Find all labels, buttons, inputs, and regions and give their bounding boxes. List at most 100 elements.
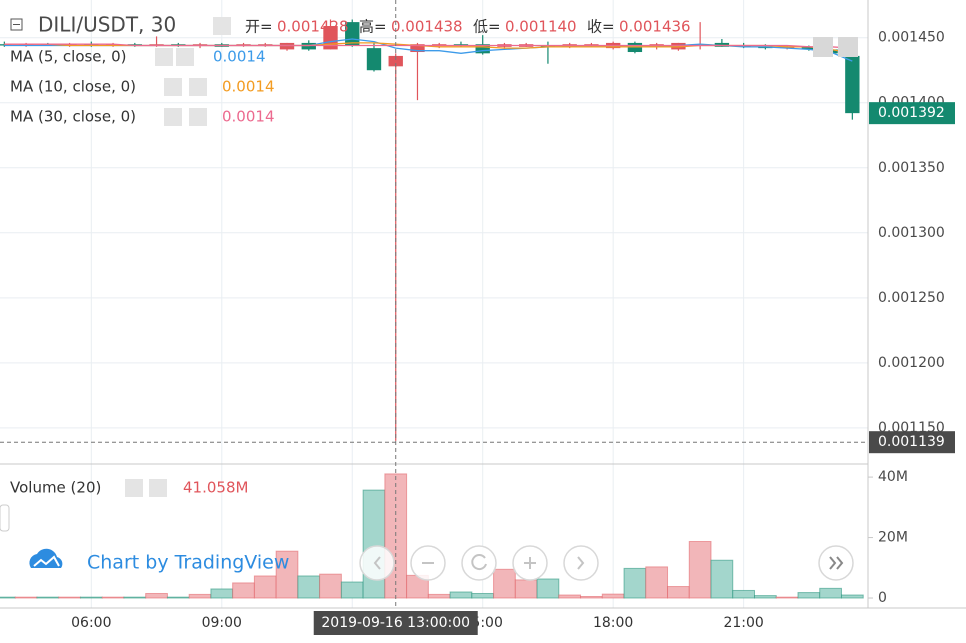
y-tick-label: 0 <box>878 590 887 606</box>
legend-label: MA (30, close, 0) <box>10 108 136 126</box>
x-tick-label: 09:00 <box>202 615 242 631</box>
volume-bar <box>36 596 60 599</box>
reset-icon <box>471 554 487 571</box>
settings-icon[interactable] <box>125 479 143 497</box>
x-tick-label: 21:00 <box>723 615 763 631</box>
volume-bar <box>819 587 842 599</box>
x-tick-label: 18:00 <box>593 615 633 631</box>
remove-icon[interactable] <box>189 78 207 96</box>
candle-body <box>366 48 382 71</box>
collapse-icon[interactable] <box>10 18 23 31</box>
volume-bar <box>253 575 277 599</box>
volume-bar <box>362 489 386 599</box>
y-tick-label: 0.001350 <box>878 160 945 176</box>
volume-bar <box>710 559 734 599</box>
volume-bar <box>840 594 864 599</box>
legend-label: Volume (20) <box>10 479 101 497</box>
volume-bar <box>601 593 625 599</box>
candle-body <box>801 46 817 50</box>
double-arrow-icon <box>829 556 844 570</box>
volume-bar <box>623 567 647 599</box>
ma-line <box>4 43 853 49</box>
volume-bar <box>688 540 712 599</box>
crosshair-time-box <box>313 611 478 635</box>
tradingview-logo <box>33 555 60 567</box>
arrow-icon <box>577 556 585 570</box>
crosshair-price-box <box>869 431 955 454</box>
legend-label: MA (10, close, 0) <box>10 78 136 96</box>
volume-bar <box>667 586 690 599</box>
volume-bar <box>210 588 234 599</box>
ohlc-value: 0.001438 <box>391 18 463 36</box>
y-tick-label: 0.001250 <box>878 290 945 306</box>
settings-icon[interactable] <box>213 17 231 35</box>
volume-bar <box>275 550 299 599</box>
volume-bar <box>797 592 821 599</box>
x-tick-label: 06:00 <box>71 615 111 631</box>
watermark: Chart by TradingView <box>87 552 289 574</box>
settings-icon[interactable] <box>164 108 182 126</box>
candle-body <box>845 55 860 114</box>
volume-bar <box>493 568 516 599</box>
ohlc-label: 低= <box>473 18 501 36</box>
volume-bar <box>145 592 168 599</box>
volume-bar <box>427 593 451 599</box>
volume-bar <box>297 575 321 599</box>
settings-icon[interactable] <box>155 48 173 66</box>
candle-body <box>301 42 316 50</box>
scroll-right-button[interactable] <box>563 545 599 581</box>
volume-bar <box>166 596 190 599</box>
volume-bar <box>753 595 777 599</box>
legend-value: 0.0014 <box>222 78 275 96</box>
ohlc-value: 0.001428 <box>277 18 349 36</box>
scroll-left-button[interactable] <box>359 545 395 581</box>
volume-bar <box>101 596 125 599</box>
legend-label: MA (5, close, 0) <box>10 48 126 66</box>
legend-value: 0.0014 <box>213 48 266 66</box>
volume-bar <box>0 596 16 599</box>
volume-bar <box>319 573 342 599</box>
symbol-title: DILI/USDT, 30 <box>38 13 176 37</box>
volume-bar <box>775 596 799 599</box>
remove-icon[interactable] <box>189 108 207 126</box>
volume-bar <box>471 592 495 599</box>
crosshair-price-label: 0.001139 <box>878 434 945 450</box>
overlay: DILI/USDT, 30 Chart by TradingView <box>0 13 858 581</box>
settings-icon[interactable] <box>164 78 182 96</box>
last-price-label: 0.001392 <box>878 105 945 121</box>
crosshair-time-label: 2019-09-16 13:00:00 <box>321 615 470 631</box>
scale-button[interactable] <box>813 37 833 57</box>
last-price-box <box>869 102 955 125</box>
volume-bar <box>732 589 755 599</box>
arrow-icon <box>373 556 381 570</box>
volume-bar <box>340 581 364 599</box>
ohlc-label: 高= <box>359 18 387 36</box>
candle-body <box>627 42 643 53</box>
y-tick-label: 0.001450 <box>878 30 945 46</box>
reset-button[interactable] <box>461 545 497 581</box>
labels: 0.001392 0.001139 2019-09-16 13:00:00 <box>0 0 955 635</box>
remove-icon[interactable] <box>149 479 167 497</box>
side-toggle[interactable] <box>0 504 10 532</box>
volume-bar <box>536 578 560 599</box>
volume-bar <box>514 579 538 599</box>
volume-bar <box>645 566 669 599</box>
volume-bar <box>449 591 473 599</box>
candle-body <box>388 55 403 67</box>
y-tick-label: 0.001300 <box>878 225 945 241</box>
remove-icon[interactable] <box>176 48 194 66</box>
volume-bar <box>232 582 255 599</box>
scale-button[interactable] <box>838 37 858 57</box>
volume-bar <box>14 596 38 599</box>
ohlc-label: 收= <box>587 18 615 36</box>
y-tick-label: 0.001200 <box>878 355 945 371</box>
candle-body <box>279 42 295 50</box>
volume-bar <box>188 593 212 599</box>
y-tick-label: 20M <box>878 530 908 546</box>
ohlc-value: 0.001140 <box>505 18 577 36</box>
candle-body <box>758 46 773 49</box>
candle-body <box>410 44 425 53</box>
y-tick-label: 40M <box>878 469 908 485</box>
volume-bar <box>558 594 582 599</box>
